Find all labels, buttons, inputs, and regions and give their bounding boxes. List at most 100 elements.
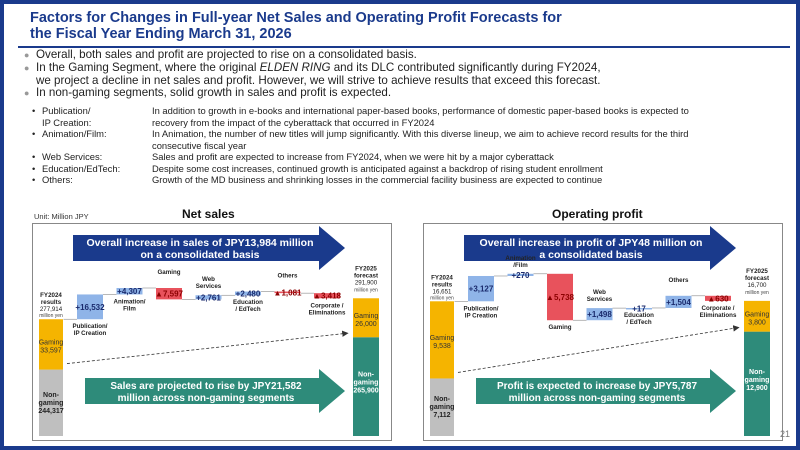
waterfall-bar (116, 288, 143, 295)
waterfall-value-label: ▲3,418 (313, 292, 341, 301)
segment-text: In addition to growth in e-books and int… (152, 105, 689, 128)
bottom-banner-arrow (476, 369, 736, 413)
waterfall-category-label-2: Services (587, 296, 613, 303)
summary-bullets: Overall, both sales and profit are proje… (24, 48, 794, 100)
bullet-2: In the Gaming Segment, where the origina… (24, 60, 794, 88)
bullet-1-text: Overall, both sales and profit are proje… (36, 48, 417, 61)
waterfall-category-label-1: Education (624, 312, 654, 319)
start-non-gaming-value: 244,317 (38, 408, 63, 415)
start-gaming-value: 9,538 (433, 343, 451, 350)
segment-row: Education/EdTech:Despite some cost incre… (32, 163, 794, 175)
segment-text: In Animation, the number of new titles w… (152, 128, 689, 151)
end-gaming-bar (744, 300, 770, 332)
start-label-1: FY2024 (40, 292, 62, 299)
bottom-banner-line-2: million across non-gaming segments (509, 393, 686, 404)
end-label-4: million yen (354, 287, 378, 293)
end-label-3: 16,700 (748, 282, 767, 289)
start-non-gaming-bar (39, 369, 63, 436)
bottom-banner-line-1: Profit is expected to increase by JPY5,7… (497, 381, 698, 392)
end-label-1: FY2025 (746, 268, 768, 275)
waterfall-bar (274, 291, 301, 294)
net-sales-panel: Overall increase in sales of JPY13,984 m… (32, 223, 392, 441)
end-label-4: million yen (745, 290, 769, 296)
start-label-4: million yen (39, 313, 63, 319)
waterfall-bar (156, 288, 182, 300)
waterfall-value-label: +1,504 (666, 298, 691, 307)
waterfall-bar (195, 295, 222, 300)
segment-text: Despite some cost increases, continued g… (152, 162, 603, 174)
end-non-gaming-label-2: gaming (745, 377, 770, 384)
bullet-2-emphasis: ELDEN RING (259, 60, 331, 74)
end-non-gaming-bar (353, 337, 379, 436)
page-number: 21 (780, 429, 791, 439)
segment-row: Web Services:Sales and profit are expect… (32, 151, 794, 163)
start-label-3: 16,651 (433, 288, 452, 295)
bullet-2-text-a: In the Gaming Segment, where the origina… (36, 60, 260, 74)
waterfall-category-label-1: Corporate / (310, 302, 343, 309)
waterfall-category-label-1: Animation/ (114, 298, 146, 305)
top-banner-line-1: Overall increase in profit of JPY48 mill… (480, 237, 703, 249)
top-banner-arrow (464, 226, 736, 270)
operating-profit-panel: Overall increase in profit of JPY48 mill… (423, 223, 783, 441)
waterfall-value-label: +3,127 (469, 285, 494, 294)
start-gaming-label: Gaming (39, 339, 64, 346)
waterfall-category-label-2: Eliminations (309, 309, 346, 316)
waterfall-category-label-1: Gaming (548, 324, 571, 331)
waterfall-category-label-1: Education (233, 299, 263, 306)
start-gaming-label: Gaming (430, 335, 455, 342)
end-label-3: 291,900 (355, 279, 378, 286)
waterfall-category-label-1: Others (669, 277, 690, 284)
end-non-gaming-bar (744, 331, 770, 436)
net-sales-chart: Overall increase in sales of JPY13,984 m… (38, 226, 379, 436)
bottom-banner-arrow (85, 369, 345, 413)
waterfall-value-label: +4,307 (117, 287, 142, 296)
waterfall-category-label-1: Web (593, 289, 606, 296)
start-non-gaming-value: 7,112 (433, 412, 450, 419)
end-gaming-bar (353, 298, 379, 338)
waterfall-bar (547, 273, 573, 321)
start-non-gaming-label-2: gaming (39, 400, 64, 407)
waterfall-value-label: +1,498 (587, 310, 612, 319)
start-non-gaming-label-1: Non- (43, 392, 60, 399)
bottom-banner-line-1: Sales are projected to rise by JPY21,582 (110, 381, 302, 392)
waterfall-category-label-2: IP Creation (74, 330, 107, 337)
start-non-gaming-label-2: gaming (430, 404, 455, 411)
waterfall-value-label: ▲1,081 (274, 288, 302, 297)
waterfall-bar (507, 273, 534, 276)
waterfall-category-label-2: / EdTech (235, 306, 261, 313)
segment-text: Growth of the MD business and shrinking … (152, 174, 603, 185)
segment-key: Education/EdTech: (32, 163, 152, 175)
waterfall-value-label: +270 (511, 271, 530, 280)
bullet-2-text-c: we project a decline in net sales and pr… (36, 73, 601, 87)
segment-row: Others:Growth of the MD business and shr… (32, 174, 794, 186)
end-gaming-label: Gaming (745, 311, 770, 318)
start-label-4: million yen (430, 295, 454, 301)
waterfall-category-label-1: Web (202, 276, 215, 283)
start-label-1: FY2024 (431, 274, 453, 281)
waterfall-category-label-2: /Film (513, 262, 528, 269)
waterfall-category-label-2: Eliminations (700, 312, 737, 319)
waterfall-value-label: ▲5,738 (546, 293, 574, 302)
segment-key: Others: (32, 174, 152, 186)
start-non-gaming-bar (430, 378, 454, 436)
start-gaming-bar (39, 319, 63, 370)
end-non-gaming-label-2: gaming (354, 380, 379, 387)
waterfall-category-label-2: Film (123, 305, 136, 312)
end-non-gaming-value: 12,900 (746, 385, 768, 392)
waterfall-category-label-1: Animation (505, 255, 535, 262)
waterfall-bar (468, 275, 494, 302)
bullet-3: In non-gaming segments, solid growth in … (24, 86, 794, 100)
waterfall-value-label: +2,480 (236, 289, 261, 298)
segment-list: Publication/IP Creation:In addition to g… (32, 105, 794, 186)
waterfall-bar (705, 295, 731, 301)
waterfall-value-label: ▲630 (707, 294, 729, 303)
start-label-2: results (41, 299, 62, 306)
waterfall-value-label: +16,532 (75, 303, 105, 312)
bottom-banner-line-2: million across non-gaming segments (118, 393, 295, 404)
top-banner-line-1: Overall increase in sales of JPY13,984 m… (86, 237, 313, 249)
waterfall-category-label-1: Others (278, 273, 299, 280)
start-gaming-bar (430, 301, 454, 379)
waterfall-value-label: +2,761 (196, 293, 221, 302)
end-label-2: forecast (745, 275, 769, 282)
